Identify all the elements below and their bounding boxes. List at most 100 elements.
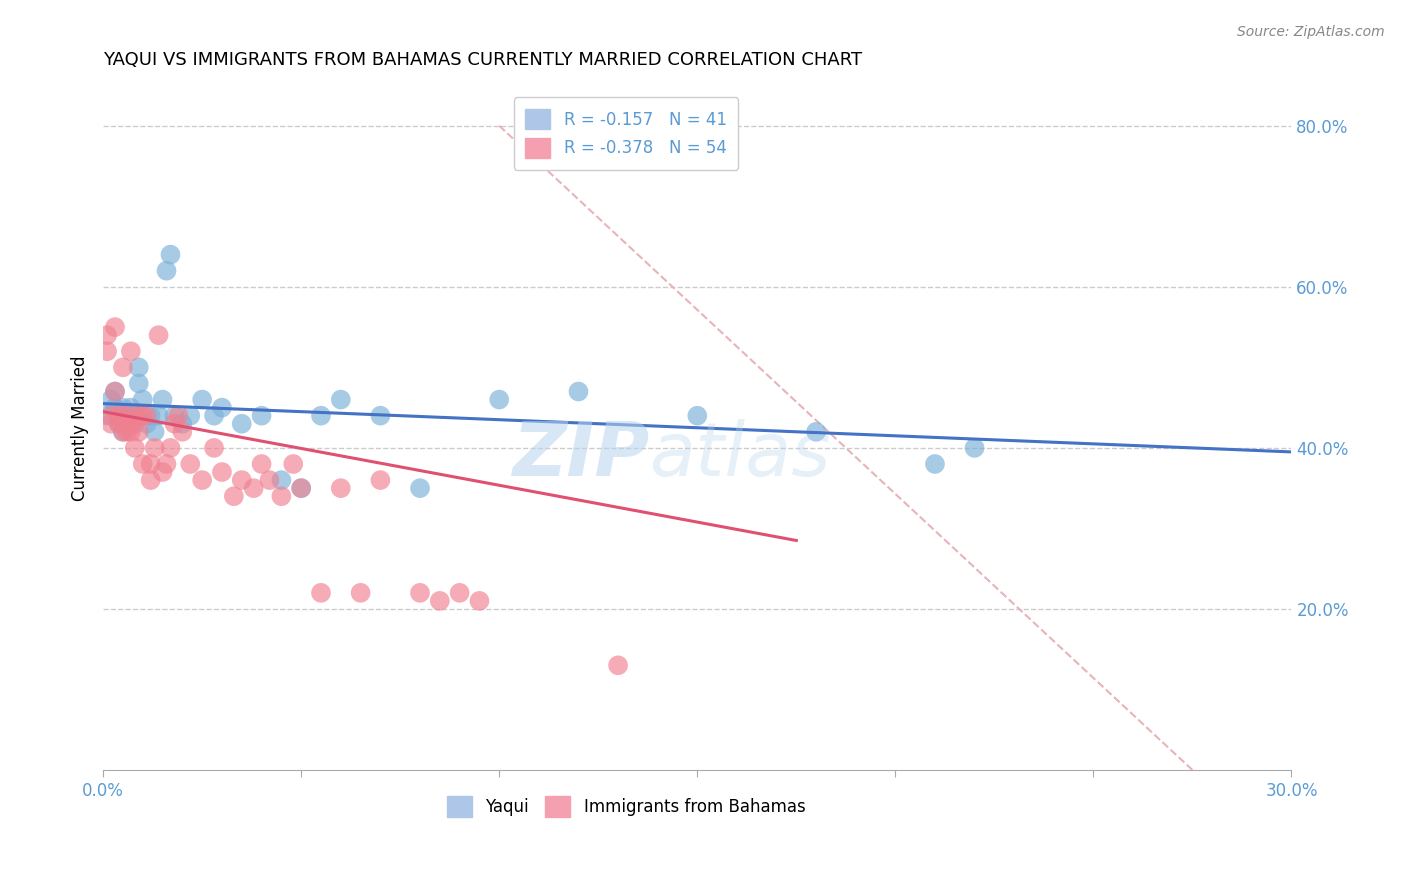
Point <box>111 401 134 415</box>
Point <box>270 473 292 487</box>
Point <box>128 409 150 423</box>
Legend: Yaqui, Immigrants from Bahamas: Yaqui, Immigrants from Bahamas <box>440 789 813 823</box>
Point <box>211 465 233 479</box>
Point <box>202 441 225 455</box>
Point <box>924 457 946 471</box>
Point <box>167 409 190 423</box>
Point <box>231 417 253 431</box>
Point <box>100 409 122 423</box>
Point <box>159 247 181 261</box>
Text: Source: ZipAtlas.com: Source: ZipAtlas.com <box>1237 25 1385 39</box>
Point <box>211 401 233 415</box>
Point <box>309 409 332 423</box>
Y-axis label: Currently Married: Currently Married <box>72 355 89 500</box>
Point <box>132 409 155 423</box>
Point <box>124 417 146 431</box>
Point <box>329 392 352 407</box>
Point <box>96 328 118 343</box>
Point <box>111 360 134 375</box>
Point <box>409 586 432 600</box>
Point <box>242 481 264 495</box>
Point <box>139 473 162 487</box>
Text: ZIP: ZIP <box>513 418 650 491</box>
Point <box>963 441 986 455</box>
Point <box>152 392 174 407</box>
Point <box>96 344 118 359</box>
Point <box>804 425 827 439</box>
Point <box>111 425 134 439</box>
Point <box>148 328 170 343</box>
Point <box>155 264 177 278</box>
Point <box>290 481 312 495</box>
Point <box>250 457 273 471</box>
Text: atlas: atlas <box>650 419 831 491</box>
Point <box>259 473 281 487</box>
Point <box>100 417 122 431</box>
Point <box>115 409 138 423</box>
Point <box>115 417 138 431</box>
Point <box>128 425 150 439</box>
Point <box>329 481 352 495</box>
Point <box>111 409 134 423</box>
Point <box>159 441 181 455</box>
Point <box>108 409 131 423</box>
Point <box>270 489 292 503</box>
Point <box>309 586 332 600</box>
Point <box>128 376 150 391</box>
Point <box>120 417 142 431</box>
Point <box>191 473 214 487</box>
Point <box>120 425 142 439</box>
Point <box>111 425 134 439</box>
Point <box>124 441 146 455</box>
Point <box>488 392 510 407</box>
Point <box>283 457 305 471</box>
Point <box>135 409 157 423</box>
Point <box>120 344 142 359</box>
Point <box>139 409 162 423</box>
Point <box>96 409 118 423</box>
Point <box>108 417 131 431</box>
Point <box>179 457 201 471</box>
Point <box>120 409 142 423</box>
Point <box>172 425 194 439</box>
Point <box>231 473 253 487</box>
Point <box>100 392 122 407</box>
Point <box>104 384 127 399</box>
Point <box>152 465 174 479</box>
Text: YAQUI VS IMMIGRANTS FROM BAHAMAS CURRENTLY MARRIED CORRELATION CHART: YAQUI VS IMMIGRANTS FROM BAHAMAS CURRENT… <box>103 51 862 69</box>
Point <box>148 409 170 423</box>
Point <box>370 409 392 423</box>
Point <box>120 401 142 415</box>
Point <box>132 392 155 407</box>
Point <box>349 586 371 600</box>
Point <box>179 409 201 423</box>
Point <box>449 586 471 600</box>
Point <box>104 320 127 334</box>
Point <box>108 417 131 431</box>
Point <box>163 417 186 431</box>
Point <box>370 473 392 487</box>
Point <box>128 360 150 375</box>
Point <box>468 594 491 608</box>
Point <box>567 384 589 399</box>
Point <box>290 481 312 495</box>
Point <box>409 481 432 495</box>
Point <box>132 457 155 471</box>
Point <box>155 457 177 471</box>
Point <box>104 401 127 415</box>
Point <box>143 441 166 455</box>
Point <box>124 409 146 423</box>
Point <box>191 392 214 407</box>
Point <box>172 417 194 431</box>
Point <box>607 658 630 673</box>
Point <box>429 594 451 608</box>
Point <box>686 409 709 423</box>
Point <box>222 489 245 503</box>
Point <box>104 384 127 399</box>
Point <box>115 425 138 439</box>
Point <box>143 425 166 439</box>
Point <box>250 409 273 423</box>
Point <box>135 417 157 431</box>
Point <box>139 457 162 471</box>
Point <box>202 409 225 423</box>
